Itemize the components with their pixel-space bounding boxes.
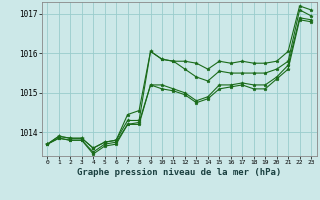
X-axis label: Graphe pression niveau de la mer (hPa): Graphe pression niveau de la mer (hPa) — [77, 168, 281, 177]
